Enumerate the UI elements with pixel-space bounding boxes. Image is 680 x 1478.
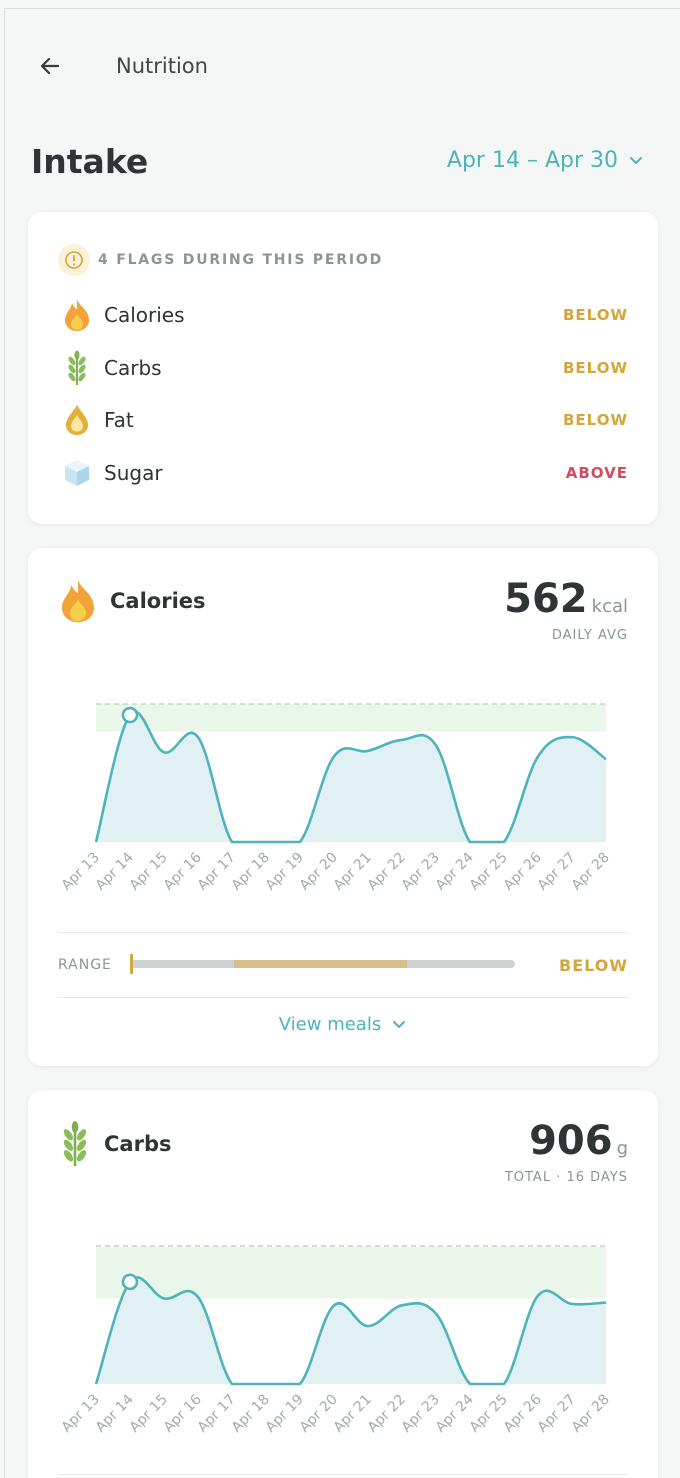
carbs-header: Carbs — [58, 1120, 171, 1168]
data-point — [367, 1325, 369, 1327]
flame-icon — [58, 296, 96, 334]
back-button[interactable] — [30, 46, 70, 86]
flags-header: 4 FLAGS DURING THIS PERIOD — [58, 244, 383, 276]
wheat-icon — [58, 349, 96, 387]
range-marker — [130, 954, 133, 974]
data-point — [95, 841, 97, 843]
flag-row-sugar[interactable]: Sugar ABOVE — [58, 453, 628, 493]
data-point — [537, 1295, 539, 1297]
calories-header: Calories — [58, 578, 206, 624]
metric-value: 906 — [529, 1118, 613, 1164]
flag-name: Sugar — [104, 461, 163, 485]
data-point — [163, 751, 165, 753]
flag-row-fat[interactable]: Fat BELOW — [58, 400, 628, 440]
chevron-down-icon — [393, 1020, 406, 1028]
view-meals-button[interactable]: View meals — [28, 1014, 658, 1035]
data-point — [299, 1383, 301, 1385]
data-point — [571, 1303, 573, 1305]
data-point — [367, 750, 369, 752]
warning-icon — [58, 244, 90, 276]
chevron-down-icon — [630, 156, 642, 164]
sugar-cube-icon — [58, 454, 96, 492]
target-band — [96, 1246, 606, 1299]
data-point — [265, 841, 267, 843]
data-point — [503, 1383, 505, 1385]
flag-name: Carbs — [104, 356, 162, 380]
nav-title: Nutrition — [116, 54, 208, 78]
metric-unit: kcal — [591, 596, 628, 617]
data-point — [469, 841, 471, 843]
top-bar: Nutrition — [0, 0, 680, 120]
data-point — [333, 755, 335, 757]
carbs-card: Carbs 906 g TOTAL · 16 DAYS Apr 13 Apr 14 A… — [28, 1090, 658, 1478]
flag-row-calories[interactable]: Calories BELOW — [58, 295, 628, 335]
data-point — [401, 739, 403, 741]
flag-name: Calories — [104, 303, 185, 327]
series-area — [96, 1277, 606, 1384]
range-status: BELOW — [559, 955, 628, 975]
range-bar — [130, 954, 515, 974]
series-area — [96, 711, 606, 842]
data-point — [299, 841, 301, 843]
view-meals-label: View meals — [278, 1014, 382, 1035]
data-point — [197, 736, 199, 738]
calories-card: Calories 562 kcal DAILY AVG Apr 13 Apr 14 A… — [28, 548, 658, 1066]
metric-value: 562 — [504, 576, 588, 622]
metric-name: Carbs — [104, 1132, 172, 1156]
data-point — [469, 1383, 471, 1385]
flag-status: BELOW — [563, 306, 628, 324]
flag-row-carbs[interactable]: Carbs BELOW — [58, 348, 628, 388]
date-range-label: Apr 14 – Apr 30 — [446, 148, 618, 173]
page-title: Intake — [31, 142, 149, 181]
metric-name: Calories — [110, 589, 206, 613]
flag-status: BELOW — [563, 411, 628, 429]
data-point — [435, 1313, 437, 1315]
data-point — [333, 1304, 335, 1306]
data-point — [265, 1383, 267, 1385]
flag-status: BELOW — [563, 359, 628, 377]
data-point — [503, 841, 505, 843]
flag-name: Fat — [104, 408, 134, 432]
highlight-point — [121, 1273, 139, 1291]
flags-card: 4 FLAGS DURING THIS PERIOD Calories BELO… — [28, 212, 658, 524]
data-point — [605, 1302, 607, 1304]
range-row: RANGE BELOW — [58, 932, 628, 998]
divider — [58, 1474, 628, 1475]
range-target-segment — [233, 960, 408, 968]
carbs-value-block: 906 g TOTAL · 16 DAYS — [505, 1118, 628, 1185]
date-range-selector[interactable]: Apr 14 – Apr 30 — [447, 148, 644, 173]
target-band — [96, 704, 606, 732]
data-point — [401, 1304, 403, 1306]
data-point — [231, 1383, 233, 1385]
range-label: RANGE — [58, 957, 112, 973]
data-point — [95, 1383, 97, 1385]
metric-unit: g — [616, 1138, 628, 1159]
calories-value-block: 562 kcal DAILY AVG — [504, 576, 628, 643]
flag-status: ABOVE — [565, 464, 628, 482]
data-point — [231, 841, 233, 843]
data-point — [571, 736, 573, 738]
wheat-icon — [63, 1121, 87, 1167]
data-point — [537, 755, 539, 757]
arrow-left-icon — [40, 57, 60, 75]
drop-icon — [58, 401, 96, 439]
highlight-point — [121, 706, 139, 724]
metric-subtitle: DAILY AVG — [551, 628, 628, 643]
data-point — [435, 744, 437, 746]
data-point — [605, 758, 607, 760]
x-tick-label: Apr 28 — [569, 1392, 613, 1436]
flame-icon — [62, 579, 94, 623]
data-point — [197, 1296, 199, 1298]
x-tick-label: Apr 28 — [569, 850, 613, 894]
series-line — [94, 1276, 607, 1386]
flags-title: 4 FLAGS DURING THIS PERIOD — [98, 252, 384, 268]
data-point — [163, 1297, 165, 1299]
series-line — [94, 710, 607, 844]
metric-subtitle: TOTAL · 16 DAYS — [504, 1170, 628, 1185]
